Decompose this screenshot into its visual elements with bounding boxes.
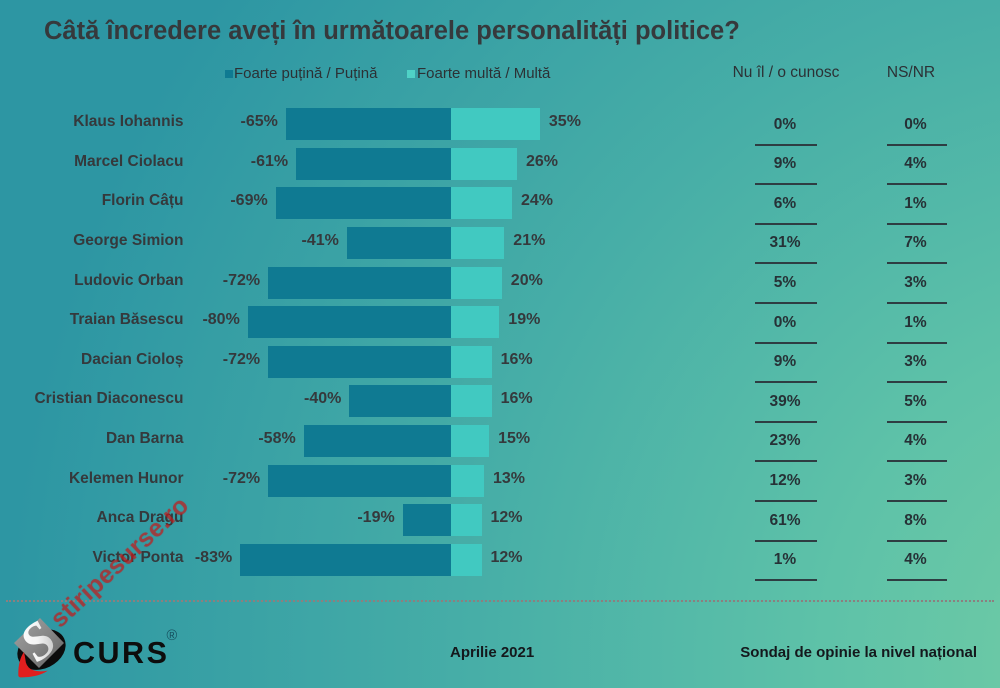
svg-text:CURS: CURS (73, 636, 169, 670)
svg-text:®: ® (167, 628, 178, 644)
